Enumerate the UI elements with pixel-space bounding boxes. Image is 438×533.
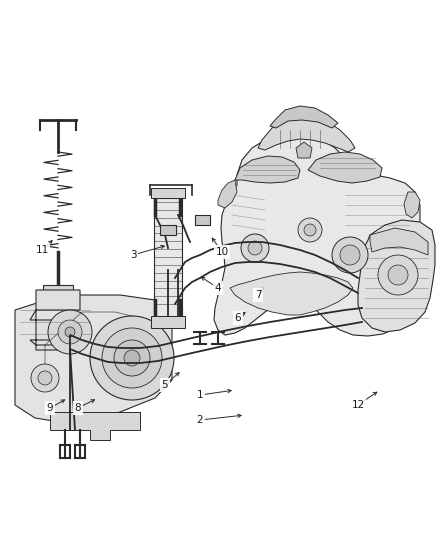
Circle shape	[48, 310, 92, 354]
Circle shape	[248, 241, 262, 255]
Text: 4: 4	[215, 283, 221, 293]
Text: 7: 7	[254, 290, 261, 300]
Text: 5: 5	[162, 380, 168, 390]
Polygon shape	[308, 152, 382, 183]
Circle shape	[65, 327, 75, 337]
Text: 10: 10	[215, 247, 229, 257]
Polygon shape	[151, 188, 185, 198]
Polygon shape	[235, 156, 300, 183]
Polygon shape	[195, 215, 210, 225]
Circle shape	[124, 350, 140, 366]
Text: 8: 8	[75, 403, 81, 413]
Polygon shape	[270, 106, 338, 128]
Circle shape	[378, 255, 418, 295]
Polygon shape	[214, 135, 420, 336]
Polygon shape	[296, 142, 312, 158]
Polygon shape	[370, 228, 428, 255]
Text: 9: 9	[47, 403, 53, 413]
Circle shape	[304, 224, 316, 236]
Circle shape	[298, 218, 322, 242]
Circle shape	[90, 316, 174, 400]
Polygon shape	[30, 290, 86, 350]
Circle shape	[340, 245, 360, 265]
Text: 3: 3	[130, 250, 136, 260]
Circle shape	[31, 364, 59, 392]
Circle shape	[38, 371, 52, 385]
Circle shape	[102, 328, 162, 388]
Polygon shape	[358, 220, 435, 332]
Polygon shape	[151, 316, 185, 328]
Polygon shape	[50, 412, 140, 440]
Polygon shape	[43, 285, 73, 300]
Polygon shape	[230, 272, 353, 315]
Circle shape	[332, 237, 368, 273]
Polygon shape	[160, 225, 176, 235]
Polygon shape	[154, 198, 182, 316]
Polygon shape	[218, 180, 237, 208]
Polygon shape	[404, 192, 420, 218]
Circle shape	[58, 320, 82, 344]
Text: 1: 1	[197, 390, 203, 400]
Text: 11: 11	[35, 245, 49, 255]
Text: 2: 2	[197, 415, 203, 425]
Circle shape	[388, 265, 408, 285]
Text: 12: 12	[351, 400, 364, 410]
Circle shape	[241, 234, 269, 262]
Text: 6: 6	[235, 313, 241, 323]
Polygon shape	[15, 295, 172, 422]
Circle shape	[114, 340, 150, 376]
Polygon shape	[258, 116, 355, 152]
